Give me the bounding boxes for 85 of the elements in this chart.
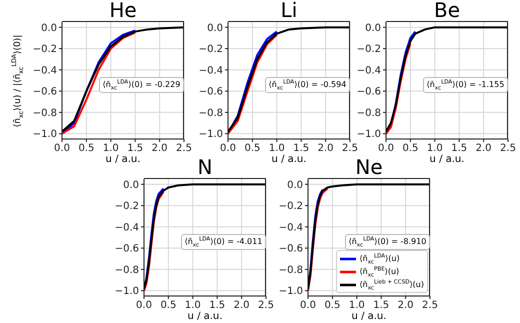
x-tick-label: 1.0 <box>102 143 119 154</box>
y-tick-label: −1.0 <box>198 129 223 140</box>
x-tick-label: 2.5 <box>422 300 438 312</box>
y-tick-label: −0.6 <box>198 86 223 98</box>
y-tick-label: −0.2 <box>114 201 139 212</box>
y-tick-label: −1.0 <box>114 286 139 298</box>
x-tick-label: 0.5 <box>244 143 260 154</box>
x-tick-label: 2.5 <box>258 300 274 312</box>
y-tick-label: −0.8 <box>278 264 303 276</box>
line-series <box>308 183 430 290</box>
x-tick-label: 2.0 <box>398 300 414 312</box>
line-series <box>386 42 412 135</box>
x-tick-label: 1.0 <box>426 143 443 154</box>
x-axis-title: u / a.u. <box>104 154 142 166</box>
annotation: ⟨n̄$_{xc}$$^{LDA}$⟩(0) = -0.229 <box>98 76 184 92</box>
y-tick-label: −1.0 <box>278 286 303 298</box>
y-tick-label: −0.6 <box>278 244 303 255</box>
y-tick-label: −0.2 <box>32 44 57 56</box>
y-tick-label: −0.8 <box>114 264 139 276</box>
chart-title: He <box>108 0 138 22</box>
y-tick-label: 0.0 <box>207 22 223 34</box>
x-tick-label: 1.5 <box>209 300 226 312</box>
x-tick-label: 2.5 <box>500 143 516 154</box>
y-tick-label: 0.0 <box>123 180 139 191</box>
line-series <box>144 183 266 290</box>
y-tick-label: −0.4 <box>198 65 223 76</box>
legend-label: ⟨n̄$_{xc}$$^{PBE}$⟩(u) <box>359 265 400 279</box>
x-tick-label: 0.0 <box>136 300 152 312</box>
x-tick-label: 0.0 <box>220 143 236 154</box>
annotation: ⟨n̄$_{xc}$$^{LDA}$⟩(0) = -4.011 <box>180 234 266 250</box>
chart-title: Ne <box>354 155 384 179</box>
x-tick-label: 0.5 <box>402 143 418 154</box>
x-tick-label: 1.5 <box>373 300 390 312</box>
y-tick-label: −1.0 <box>356 129 381 140</box>
annotation: ⟨n̄$_{xc}$$^{LDA}$⟩(0) = -1.155 <box>422 76 508 92</box>
line-series <box>228 26 350 133</box>
x-tick-label: 0.5 <box>324 300 340 312</box>
x-tick-label: 1.0 <box>184 300 201 312</box>
y-tick-label: 0.0 <box>287 180 303 191</box>
x-axis-title: u / a.u. <box>186 311 224 323</box>
y-tick-label: 0.0 <box>41 22 57 34</box>
x-tick-label: 1.0 <box>348 300 365 312</box>
y-tick-label: −0.2 <box>198 44 223 56</box>
x-tick-label: 0.5 <box>78 143 94 154</box>
legend-label: ⟨n̄$_{xc}$$^{LDA}$⟩(u) <box>359 252 400 266</box>
x-tick-label: 2.0 <box>234 300 250 312</box>
annotation: ⟨n̄$_{xc}$$^{LDA}$⟩(0) = -8.910 <box>344 234 430 250</box>
legend-label: ⟨n̄$_{xc}$$^{Lieb + CCSD}$⟩(u) <box>359 278 424 292</box>
x-axis-title: u / a.u. <box>350 311 388 323</box>
x-tick-label: 1.5 <box>451 143 468 154</box>
x-tick-label: 2.5 <box>342 143 358 154</box>
x-tick-label: 2.5 <box>176 143 192 154</box>
x-axis-title: u / a.u. <box>428 154 466 166</box>
y-tick-label: −0.4 <box>356 65 381 76</box>
y-tick-label: −0.2 <box>278 201 303 212</box>
y-tick-label: 0.0 <box>365 22 381 34</box>
line-series <box>62 26 184 133</box>
y-tick-label: −0.2 <box>356 44 381 56</box>
x-axis-title: u / a.u. <box>270 154 308 166</box>
y-tick-label: −0.8 <box>198 108 223 119</box>
y-tick-label: −0.6 <box>32 86 57 98</box>
y-tick-label: −0.8 <box>32 108 57 119</box>
x-tick-label: 1.0 <box>268 143 285 154</box>
annotation: ⟨n̄$_{xc}$$^{LDA}$⟩(0) = -0.594 <box>264 76 350 92</box>
x-tick-label: 1.5 <box>127 143 144 154</box>
x-tick-label: 2.0 <box>476 143 492 154</box>
y-tick-label: −0.6 <box>356 86 381 98</box>
chart-title: Li <box>280 0 298 22</box>
x-tick-label: 0.0 <box>54 143 70 154</box>
y-tick-label: −0.8 <box>356 108 381 119</box>
line-series <box>308 188 329 292</box>
y-tick-label: −0.4 <box>278 222 303 234</box>
chart-title: Be <box>432 0 462 22</box>
y-tick-label: −1.0 <box>32 129 57 140</box>
line-series <box>386 26 508 133</box>
x-tick-label: 0.5 <box>160 300 176 312</box>
x-tick-label: 2.0 <box>318 143 334 154</box>
x-tick-label: 1.5 <box>293 143 310 154</box>
x-tick-label: 0.0 <box>300 300 316 312</box>
chart-title: N <box>196 155 214 179</box>
x-tick-label: 2.0 <box>152 143 168 154</box>
y-tick-label: −0.4 <box>32 65 57 76</box>
y-tick-label: −0.4 <box>114 222 139 234</box>
y-tick-label: −0.6 <box>114 244 139 255</box>
x-tick-label: 0.0 <box>378 143 394 154</box>
